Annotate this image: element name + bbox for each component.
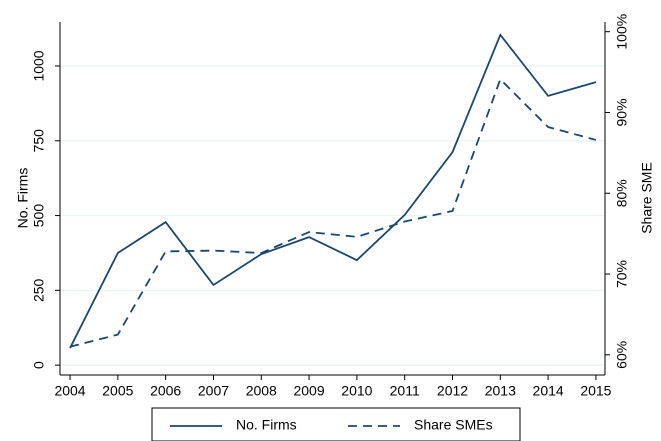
y2-tick-label: 70% bbox=[614, 260, 630, 288]
x-tick-label: 2007 bbox=[198, 383, 229, 399]
legend-label: No. Firms bbox=[236, 417, 297, 433]
y-tick-label: 500 bbox=[31, 204, 47, 228]
legend-label: Share SMEs bbox=[414, 417, 493, 433]
x-tick-label: 2014 bbox=[533, 383, 564, 399]
data-line bbox=[69, 77, 597, 348]
x-tick-label: 2011 bbox=[390, 383, 420, 399]
x-tick-label: 2004 bbox=[54, 383, 85, 399]
data-line bbox=[69, 33, 597, 349]
y-tick-label: 250 bbox=[31, 278, 47, 302]
x-tick-label: 2013 bbox=[485, 383, 516, 399]
y2-tick-label: 80% bbox=[614, 179, 630, 207]
x-tick-label: 2010 bbox=[341, 383, 372, 399]
x-tick-label: 2009 bbox=[293, 383, 324, 399]
x-tick-label: 2006 bbox=[150, 383, 181, 399]
y-tick-label: 750 bbox=[31, 129, 47, 153]
y-tick-label: 1000 bbox=[31, 50, 47, 81]
x-tick-label: 2008 bbox=[246, 383, 277, 399]
y-axis-label: No. Firms bbox=[15, 168, 31, 229]
y2-tick-label: 100% bbox=[614, 14, 630, 50]
y2-tick-label: 60% bbox=[614, 341, 630, 369]
legend-box bbox=[151, 407, 521, 441]
y2-tick-label: 90% bbox=[614, 98, 630, 126]
x-tick-label: 2012 bbox=[437, 383, 468, 399]
x-tick-label: 2005 bbox=[102, 383, 133, 399]
y2-axis-label: Share SME bbox=[639, 162, 655, 234]
y-tick-label: 0 bbox=[31, 361, 47, 369]
x-tick-label: 2015 bbox=[580, 383, 611, 399]
